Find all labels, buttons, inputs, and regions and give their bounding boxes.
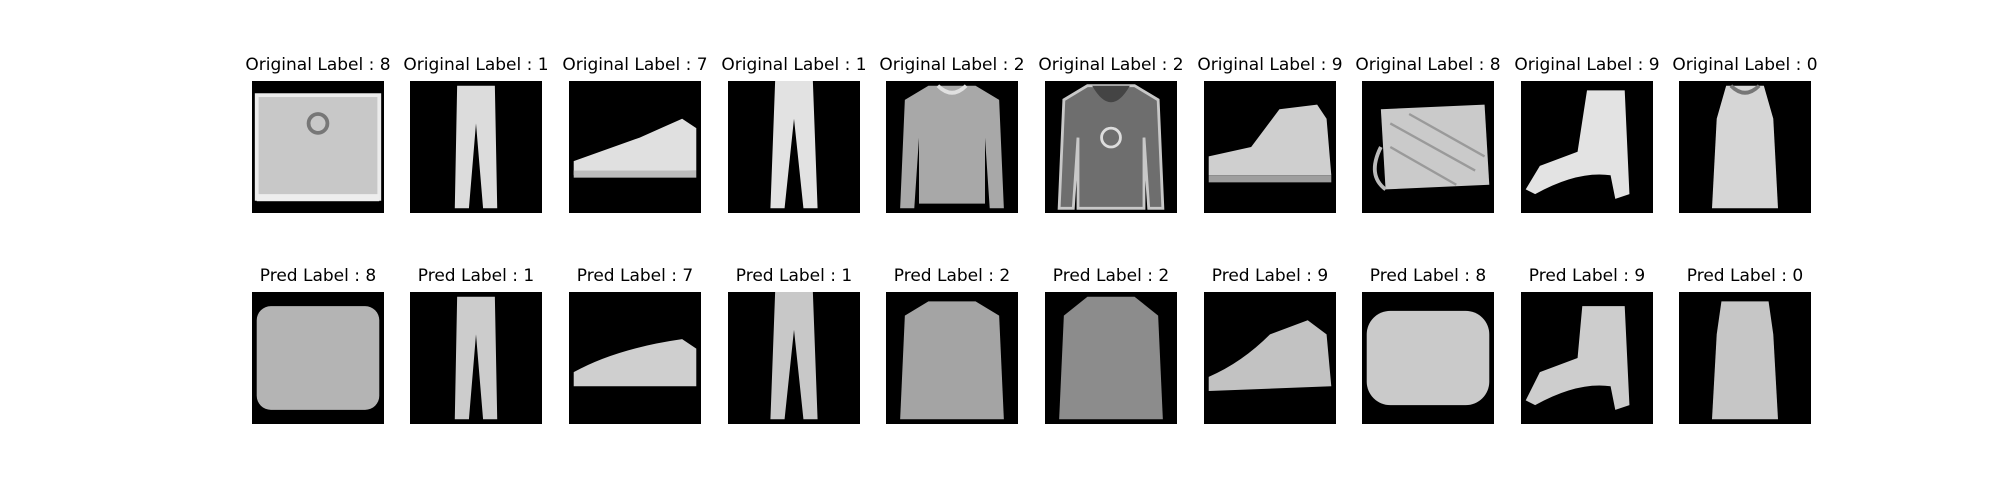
- pred-cell-9: Pred Label : 9: [1497, 266, 1677, 426]
- pred-caption-4: Pred Label : 1: [735, 266, 853, 286]
- pred-image-pullover-2: [1045, 292, 1177, 424]
- original-caption-4: Original Label : 1: [721, 55, 867, 75]
- original-caption-9: Original Label : 9: [1514, 55, 1660, 75]
- pred-image-ankle-boot-1: [1204, 292, 1336, 424]
- original-image-bag-2: [1362, 81, 1494, 213]
- pred-image-tshirt: [1679, 292, 1811, 424]
- pred-caption-5: Pred Label : 2: [893, 266, 1011, 286]
- pred-cell-3: Pred Label : 7: [545, 266, 725, 426]
- original-image-ankle-boot-1: [1204, 81, 1336, 213]
- original-cell-4: Original Label : 1: [704, 55, 884, 215]
- original-cell-8: Original Label : 8: [1338, 55, 1518, 215]
- original-image-trouser-2: [728, 81, 860, 213]
- pred-image-ankle-boot-2: [1521, 292, 1653, 424]
- pred-cell-7: Pred Label : 9: [1180, 266, 1360, 426]
- original-cell-5: Original Label : 2: [862, 55, 1042, 215]
- pred-cell-8: Pred Label : 8: [1338, 266, 1518, 426]
- original-cell-9: Original Label : 9: [1497, 55, 1677, 215]
- original-image-pullover-2: [1045, 81, 1177, 213]
- pred-image-pullover-1: [886, 292, 1018, 424]
- pred-image-sneaker: [569, 292, 701, 424]
- pred-cell-5: Pred Label : 2: [862, 266, 1042, 426]
- pred-cell-6: Pred Label : 2: [1021, 266, 1201, 426]
- pred-cell-4: Pred Label : 1: [704, 266, 884, 426]
- original-caption-6: Original Label : 2: [1038, 55, 1184, 75]
- pred-image-bag-2: [1362, 292, 1494, 424]
- original-image-tshirt: [1679, 81, 1811, 213]
- original-image-bag-1: [252, 81, 384, 213]
- original-image-ankle-boot-2: [1521, 81, 1653, 213]
- pred-caption-2: Pred Label : 1: [417, 266, 535, 286]
- pred-caption-1: Pred Label : 8: [259, 266, 377, 286]
- original-row: Original Label : 8 Original Label : 1 Or…: [0, 55, 2000, 215]
- original-cell-2: Original Label : 1: [386, 55, 566, 215]
- pred-cell-10: Pred Label : 0: [1655, 266, 1835, 426]
- pred-caption-3: Pred Label : 7: [576, 266, 694, 286]
- pred-image-trouser-1: [410, 292, 542, 424]
- pred-caption-7: Pred Label : 9: [1211, 266, 1329, 286]
- original-cell-3: Original Label : 7: [545, 55, 725, 215]
- pred-caption-8: Pred Label : 8: [1369, 266, 1487, 286]
- original-image-sneaker: [569, 81, 701, 213]
- pred-cell-1: Pred Label : 8: [228, 266, 408, 426]
- original-caption-2: Original Label : 1: [403, 55, 549, 75]
- original-caption-8: Original Label : 8: [1355, 55, 1501, 75]
- pred-row: Pred Label : 8 Pred Label : 1 Pred Label…: [0, 266, 2000, 426]
- pred-caption-6: Pred Label : 2: [1052, 266, 1170, 286]
- original-image-pullover-1: [886, 81, 1018, 213]
- original-caption-5: Original Label : 2: [879, 55, 1025, 75]
- original-caption-7: Original Label : 9: [1197, 55, 1343, 75]
- original-cell-10: Original Label : 0: [1655, 55, 1835, 215]
- original-image-trouser-1: [410, 81, 542, 213]
- original-caption-10: Original Label : 0: [1672, 55, 1818, 75]
- original-caption-1: Original Label : 8: [245, 55, 391, 75]
- original-cell-6: Original Label : 2: [1021, 55, 1201, 215]
- pred-caption-10: Pred Label : 0: [1686, 266, 1804, 286]
- original-cell-7: Original Label : 9: [1180, 55, 1360, 215]
- pred-cell-2: Pred Label : 1: [386, 266, 566, 426]
- original-cell-1: Original Label : 8: [228, 55, 408, 215]
- original-caption-3: Original Label : 7: [562, 55, 708, 75]
- pred-image-bag-1: [252, 292, 384, 424]
- pred-caption-9: Pred Label : 9: [1528, 266, 1646, 286]
- pred-image-trouser-2: [728, 292, 860, 424]
